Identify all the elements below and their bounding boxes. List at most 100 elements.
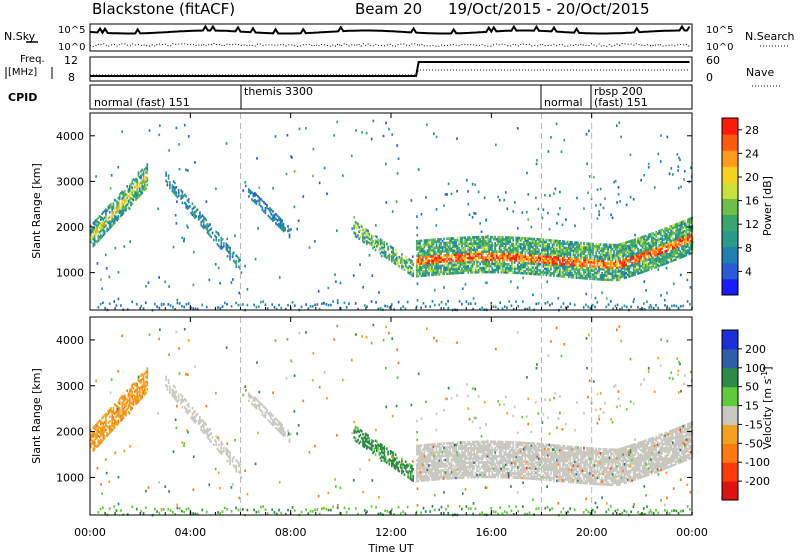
- power-cell: [559, 242, 561, 245]
- velocity-cell: [431, 445, 433, 448]
- power-cell: [683, 250, 686, 254]
- power-cell: [572, 269, 575, 273]
- velocity-cell: [477, 450, 480, 454]
- power-cell: [98, 221, 101, 225]
- velocity-cell: [459, 470, 462, 473]
- velocity-cell: [428, 460, 430, 463]
- power-cell: [616, 303, 619, 307]
- power-cell: [527, 270, 530, 273]
- power-cell: [671, 226, 674, 230]
- power-cell: [128, 198, 131, 201]
- velocity-cell: [426, 478, 429, 482]
- power-cell: [638, 240, 641, 244]
- power-cell: [528, 249, 531, 253]
- power-cell: [605, 251, 608, 255]
- power-cell: [434, 260, 436, 264]
- velocity-cell: [521, 451, 524, 455]
- velocity-cell: [429, 443, 432, 447]
- power-cell: [581, 254, 584, 257]
- power-cell: [575, 266, 578, 269]
- power-cell: [641, 254, 644, 257]
- velocity-cell: [435, 457, 438, 460]
- power-cell: [537, 240, 540, 243]
- power-cell: [435, 258, 438, 262]
- power-cell: [611, 264, 614, 267]
- velocity-cell: [494, 469, 497, 473]
- velocity-cell: [471, 465, 474, 469]
- power-cell: [480, 256, 483, 260]
- power-cell: [186, 199, 189, 202]
- velocity-cell: [417, 458, 420, 462]
- power-cell: [576, 196, 578, 200]
- power-cell: [628, 273, 630, 276]
- power-cell: [544, 248, 546, 252]
- power-cell: [607, 262, 609, 265]
- power-cell: [622, 273, 624, 276]
- power-cell: [566, 255, 569, 258]
- power-cell: [252, 199, 255, 203]
- power-cell: [375, 242, 378, 246]
- power-cell: [557, 252, 560, 255]
- power-cell: [447, 262, 450, 265]
- power-cell: [447, 255, 450, 259]
- power-cell: [102, 222, 105, 226]
- power-cell: [117, 165, 120, 169]
- power-cell: [605, 266, 608, 269]
- power-cell: [629, 260, 632, 263]
- power-cell: [217, 233, 220, 237]
- power-cell: [593, 267, 596, 271]
- velocity-cell: [419, 475, 421, 478]
- power-cell: [129, 240, 132, 243]
- power-cell: [644, 267, 647, 271]
- power-cell: [169, 181, 171, 184]
- power-cell: [589, 252, 591, 256]
- power-cell: [437, 264, 439, 268]
- power-cell: [613, 245, 615, 249]
- power-cell: [519, 251, 522, 254]
- power-cell: [568, 251, 570, 254]
- velocity-cell: [491, 459, 494, 462]
- power-cell: [667, 236, 670, 240]
- power-cell: [101, 226, 103, 229]
- power-cell: [646, 248, 649, 252]
- power-cell: [650, 248, 653, 252]
- power-cell: [530, 266, 533, 269]
- velocity-cell: [482, 467, 485, 470]
- power-cell: [420, 260, 423, 263]
- power-cell: [530, 264, 533, 267]
- power-cell: [429, 247, 432, 250]
- power-cell: [434, 263, 436, 266]
- velocity-cell: [447, 452, 450, 455]
- power-cell: [357, 222, 359, 226]
- power-cell: [571, 271, 573, 275]
- power-cell: [432, 240, 435, 244]
- power-cell: [425, 274, 427, 277]
- power-cell: [545, 249, 548, 252]
- power-cell: [431, 257, 433, 260]
- velocity-cell: [521, 466, 524, 469]
- velocity-cell: [459, 476, 462, 479]
- power-cell: [473, 244, 475, 247]
- power-cell: [425, 251, 427, 255]
- power-cell: [184, 193, 186, 197]
- power-cell: [668, 260, 671, 264]
- power-cell: [626, 240, 629, 244]
- power-cell: [459, 238, 462, 242]
- velocity-cell: [470, 453, 472, 456]
- velocity-cell: [434, 457, 436, 461]
- power-cell: [548, 239, 551, 242]
- power-cell: [553, 262, 555, 265]
- power-cell: [544, 246, 546, 250]
- power-cell: [560, 252, 563, 256]
- power-cell: [480, 235, 483, 239]
- velocity-cell: [476, 469, 478, 473]
- power-cell: [426, 249, 429, 252]
- power-cell: [135, 184, 137, 188]
- power-cell: [462, 271, 465, 274]
- power-cell: [467, 252, 469, 256]
- power-cell: [589, 306, 592, 310]
- power-cell: [668, 252, 671, 255]
- velocity-cell: [521, 468, 524, 472]
- power-cell: [574, 272, 576, 275]
- power-cell: [553, 251, 555, 255]
